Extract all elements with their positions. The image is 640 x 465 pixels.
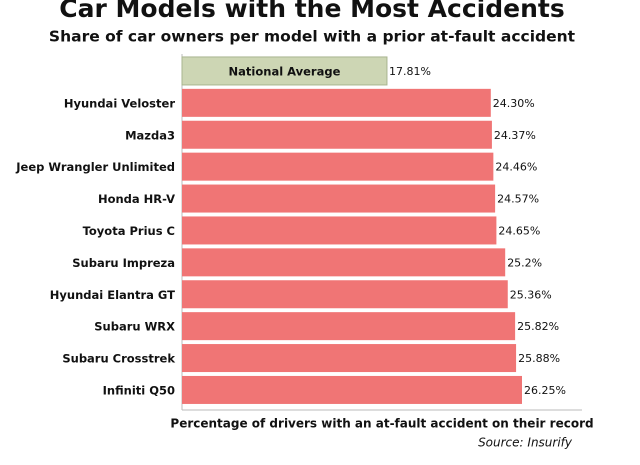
category-label: Honda HR-V — [98, 192, 175, 206]
value-label: 24.65% — [498, 224, 540, 237]
category-label: National Average — [229, 64, 341, 78]
chart-title: Car Models with the Most Accidents — [59, 0, 564, 23]
category-label: Toyota Prius C — [83, 224, 175, 238]
category-label: Subaru Crosstrek — [62, 352, 175, 366]
category-label: Jeep Wrangler Unlimited — [15, 160, 175, 174]
value-label: 24.46% — [495, 161, 537, 174]
category-label: Mazda3 — [125, 128, 175, 142]
value-label: 25.36% — [510, 288, 552, 301]
bar — [182, 184, 496, 213]
bar — [182, 152, 494, 181]
bar — [182, 248, 506, 277]
value-label: 24.37% — [494, 129, 536, 142]
value-label: 24.30% — [493, 97, 535, 110]
x-axis-label: Percentage of drivers with an at-fault a… — [170, 417, 593, 431]
value-label: 17.81% — [389, 65, 431, 78]
bar — [182, 312, 516, 341]
value-label: 25.88% — [518, 352, 560, 365]
category-label: Hyundai Elantra GT — [50, 288, 175, 302]
bar — [182, 216, 497, 245]
bar — [182, 375, 522, 404]
value-label: 24.57% — [497, 193, 539, 206]
source: Source: Insurify — [478, 436, 573, 450]
bar — [181, 56, 388, 86]
bar — [182, 280, 508, 309]
bar — [182, 344, 517, 373]
category-label: Subaru WRX — [94, 320, 175, 334]
category-label: Infiniti Q50 — [103, 383, 175, 397]
category-label: Subaru Impreza — [72, 256, 175, 270]
value-label: 25.82% — [517, 320, 559, 333]
category-label: Hyundai Veloster — [64, 96, 175, 110]
bar — [182, 88, 491, 117]
value-label: 26.25% — [524, 384, 566, 397]
chart-subtitle: Share of car owners per model with a pri… — [49, 28, 576, 46]
value-label: 25.2% — [507, 256, 542, 269]
bar — [182, 120, 492, 149]
